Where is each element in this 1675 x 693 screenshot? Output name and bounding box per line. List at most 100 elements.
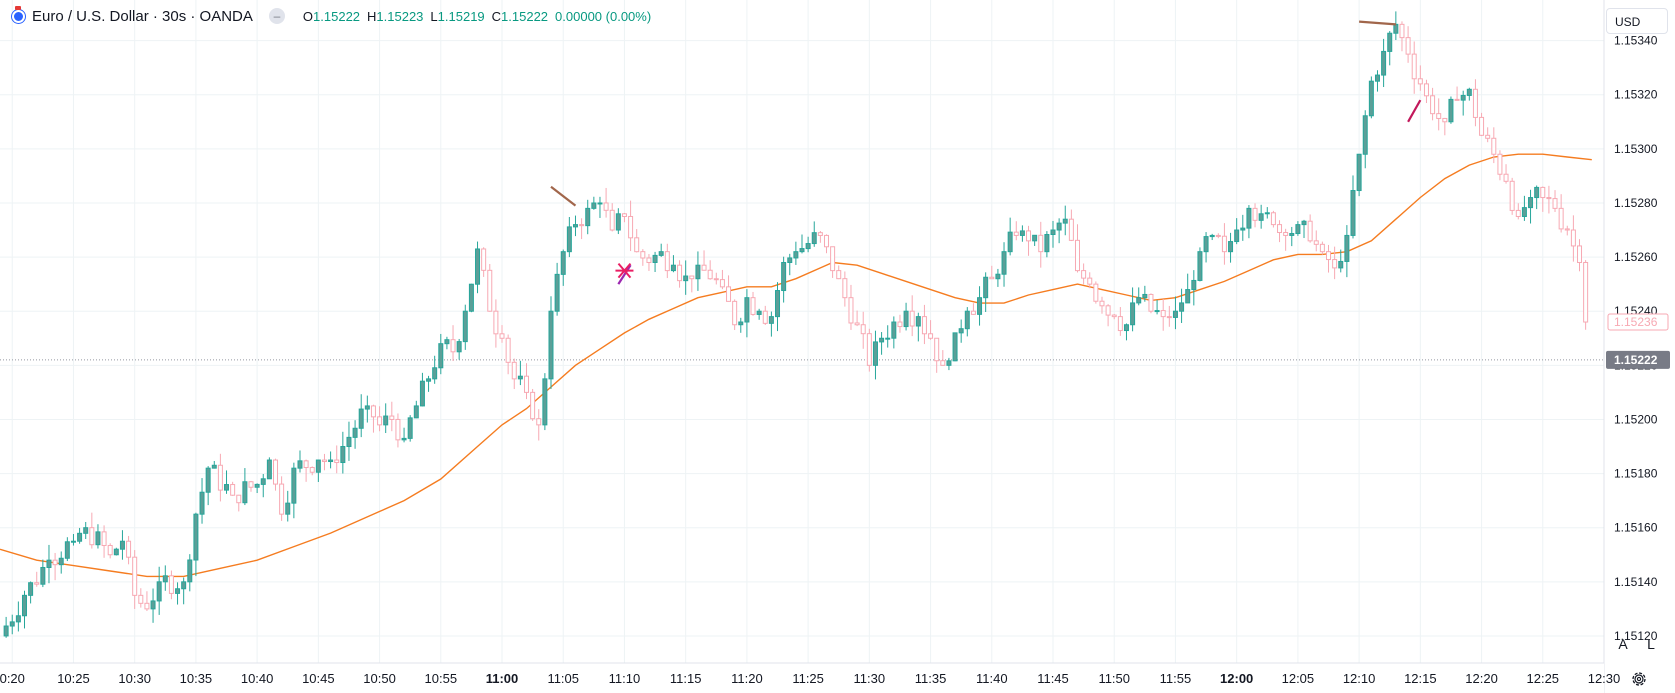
candle-body [1081, 270, 1087, 279]
candle-body [309, 467, 315, 473]
candle-body [9, 621, 15, 627]
trend-line-drawing[interactable] [1407, 99, 1422, 123]
candle-body [481, 248, 487, 271]
currency-selector[interactable]: USD [1606, 8, 1668, 34]
candle-body [95, 531, 101, 546]
candle-body [230, 484, 236, 496]
time-tick-label: 11:00 [486, 671, 519, 686]
eye-hide-icon[interactable]: – [268, 8, 285, 24]
ghost-price-label-box [1607, 313, 1669, 331]
price-tick-label: 1.15160 [1614, 521, 1658, 535]
candle-body [1246, 207, 1252, 229]
candle-body [1338, 260, 1344, 269]
candle-body [297, 460, 303, 469]
candle-body [1546, 197, 1552, 200]
candle-body [940, 360, 946, 366]
candle-body [364, 405, 370, 410]
candle-body [634, 237, 640, 253]
candle-body [1442, 117, 1448, 123]
candle-body [793, 251, 799, 259]
candle-body [1215, 234, 1221, 237]
candle-body [475, 248, 481, 285]
candle-body [1283, 232, 1289, 236]
candle-body [866, 333, 872, 366]
candle-body [597, 202, 603, 205]
candle-body [1472, 88, 1478, 118]
candle-body [162, 575, 168, 583]
candle-body [224, 484, 230, 491]
open-value: 1.15222 [313, 8, 361, 24]
candle-body [1270, 212, 1276, 226]
time-tick-label: 12:05 [1282, 671, 1315, 686]
candle-body [487, 269, 493, 312]
trend-line-drawing[interactable] [550, 185, 577, 207]
candle-body [872, 341, 878, 366]
time-tick-label: 10:50 [363, 671, 396, 686]
candle-body [242, 481, 248, 504]
candle-body [181, 581, 187, 590]
candle-body [830, 246, 836, 272]
time-tick-label: 11:55 [1160, 671, 1192, 686]
candle-body [566, 226, 572, 253]
candle-body [823, 234, 829, 248]
candle-body [1209, 234, 1215, 238]
candle-body [1068, 218, 1074, 241]
trend-line-drawing[interactable] [1359, 20, 1396, 26]
candle-body [1319, 243, 1325, 253]
candle-body [1185, 289, 1191, 304]
candle-body [1540, 186, 1546, 199]
time-tick-label: 12:30 [1588, 671, 1621, 686]
log-scale-button[interactable]: L [1647, 636, 1655, 652]
candle-body [1405, 37, 1411, 55]
candle-body [1221, 235, 1227, 253]
candle-body [1558, 207, 1564, 230]
candle-body [1362, 115, 1368, 155]
candle-body [126, 540, 132, 558]
candle-body [1381, 50, 1387, 76]
candle-body [713, 278, 719, 281]
candle-body [934, 337, 940, 362]
candle-body [591, 202, 597, 209]
candle-body [70, 540, 76, 543]
candle-body [1552, 198, 1558, 209]
time-tick-label: 12:20 [1465, 671, 1498, 686]
trend-line-drawing[interactable] [617, 264, 632, 285]
time-axis[interactable]: 0:20 10:25 10:30 10:35 10:40 10:45 10:50 10:55 1… [0, 662, 1621, 693]
candle-body [615, 213, 621, 231]
gear-icon[interactable] [1629, 669, 1649, 689]
candle-body [1099, 300, 1105, 307]
time-tick-label: 11:10 [609, 671, 641, 686]
candle-body [462, 310, 468, 343]
candle-body [40, 566, 46, 585]
candle-body [1332, 259, 1338, 269]
candle-body [1154, 310, 1160, 313]
candle-body [175, 588, 181, 594]
drawings-layer[interactable] [550, 20, 1422, 285]
symbol-title[interactable]: Euro / U.S. Dollar · 30s · OANDA [32, 7, 253, 25]
candle-body [3, 625, 9, 637]
open-label: O [302, 8, 314, 24]
high-value: 1.15223 [376, 8, 424, 24]
candle-body [1026, 230, 1032, 242]
candle-body [756, 310, 762, 315]
candle-body [928, 333, 934, 339]
candle-body [1528, 197, 1534, 209]
candle-body [1056, 222, 1062, 231]
candle-body [1013, 231, 1019, 236]
auto-scale-button[interactable]: A [1618, 636, 1628, 652]
time-tick-label: 11:40 [976, 671, 1008, 686]
candle-body [768, 316, 774, 324]
cross-marker-drawing[interactable] [617, 262, 632, 279]
candle-body [1417, 78, 1423, 85]
candle-body [726, 286, 732, 302]
candle-body [787, 257, 793, 263]
price-tick-label: 1.15340 [1614, 34, 1658, 48]
candle-body [609, 209, 615, 231]
price-axis[interactable]: 1.15120 1.15140 1.15160 1.15180 1.15200 1.152… [1603, 0, 1675, 693]
time-tick-label: 11:50 [1098, 671, 1130, 686]
candle-body [1117, 316, 1123, 332]
candle-body [548, 310, 554, 380]
time-tick-label: 12:25 [1527, 671, 1560, 686]
candle-body [1454, 98, 1460, 101]
